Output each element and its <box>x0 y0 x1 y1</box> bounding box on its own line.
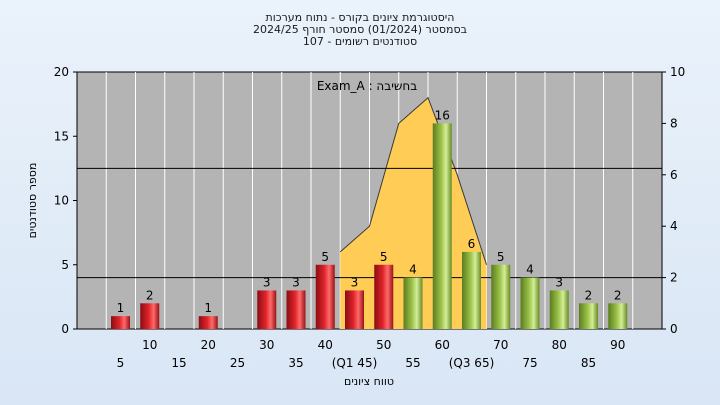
bar <box>491 264 511 329</box>
x-tick-label-lower: 35 <box>288 356 303 370</box>
title-line-2: בסמסטר (01/2024) סמסטר חורף 2024/25 <box>253 23 467 36</box>
x-tick-label-lower: 15 <box>171 356 186 370</box>
x-tick-label: 10 <box>142 338 157 352</box>
x-tick-label-lower: 25 <box>230 356 245 370</box>
x-tick-label: 90 <box>610 338 625 352</box>
x-axis-title: טווח ציונים <box>344 375 394 388</box>
bar <box>608 303 628 329</box>
y-tick-label: 10 <box>54 194 69 208</box>
bar <box>462 251 481 329</box>
bar-value-label: 16 <box>435 108 450 122</box>
bar <box>345 290 364 329</box>
bar <box>140 303 160 329</box>
bar-value-label: 5 <box>321 250 329 264</box>
y2-tick-label: 6 <box>670 168 678 182</box>
bar <box>286 290 306 329</box>
bar-value-label: 2 <box>585 288 593 302</box>
title-line-3: סטודנטים רשומים - 107 <box>302 35 418 48</box>
y-tick-label: 0 <box>61 322 69 336</box>
bar <box>257 290 277 329</box>
bar-value-label: 3 <box>555 275 563 289</box>
bar <box>579 303 598 329</box>
bar <box>549 290 569 329</box>
bar-value-label: 3 <box>351 275 359 289</box>
y-tick-label: 15 <box>54 129 69 143</box>
bar-value-label: 3 <box>292 275 300 289</box>
bar <box>198 316 218 329</box>
bar <box>374 264 394 329</box>
bar-value-label: 1 <box>117 301 125 315</box>
y-axis-title: מספר סטודנטים <box>26 163 39 239</box>
x-tick-label: 50 <box>376 338 391 352</box>
bar-value-label: 2 <box>614 288 622 302</box>
bar-value-label: 6 <box>468 237 476 251</box>
bar-value-label: 2 <box>146 288 154 302</box>
x-tick-label-lower: 55 <box>405 356 420 370</box>
bar-value-label: 3 <box>263 275 271 289</box>
y2-tick-label: 10 <box>670 65 685 79</box>
bar-value-label: 5 <box>497 250 505 264</box>
x-tick-label: 80 <box>552 338 567 352</box>
exam-annotation: Exam_A : בחשיבה <box>317 79 417 93</box>
title-line-1: היסטוגרמת ציונים בקורס - נתוח מערכות <box>265 11 455 24</box>
x-tick-label-lower: 5 <box>117 356 125 370</box>
y2-tick-label: 8 <box>670 116 678 130</box>
bar <box>315 264 335 329</box>
bar <box>520 277 540 329</box>
y2-tick-label: 4 <box>670 219 678 233</box>
bar-value-label: 5 <box>380 250 388 264</box>
x-tick-label: 40 <box>318 338 333 352</box>
y2-tick-label: 0 <box>670 322 678 336</box>
bar <box>432 123 452 330</box>
distribution-line <box>339 96 487 265</box>
x-tick-label: 30 <box>259 338 274 352</box>
y-tick-label: 5 <box>61 258 69 272</box>
bar-value-label: 4 <box>409 263 417 277</box>
x-tick-label-lower: (Q1 45) <box>332 356 378 370</box>
bar-value-label: 1 <box>204 301 212 315</box>
x-tick-label: 60 <box>435 338 450 352</box>
bar <box>111 316 130 329</box>
bar <box>403 277 423 329</box>
x-tick-label: 70 <box>493 338 508 352</box>
y-tick-label: 20 <box>54 65 69 79</box>
y2-tick-label: 2 <box>670 271 678 285</box>
x-tick-label-lower: (Q3 65) <box>449 356 495 370</box>
bar-value-label: 4 <box>526 263 534 277</box>
x-tick-label-lower: 85 <box>581 356 596 370</box>
x-tick-label-lower: 75 <box>522 356 537 370</box>
x-tick-label: 20 <box>201 338 216 352</box>
